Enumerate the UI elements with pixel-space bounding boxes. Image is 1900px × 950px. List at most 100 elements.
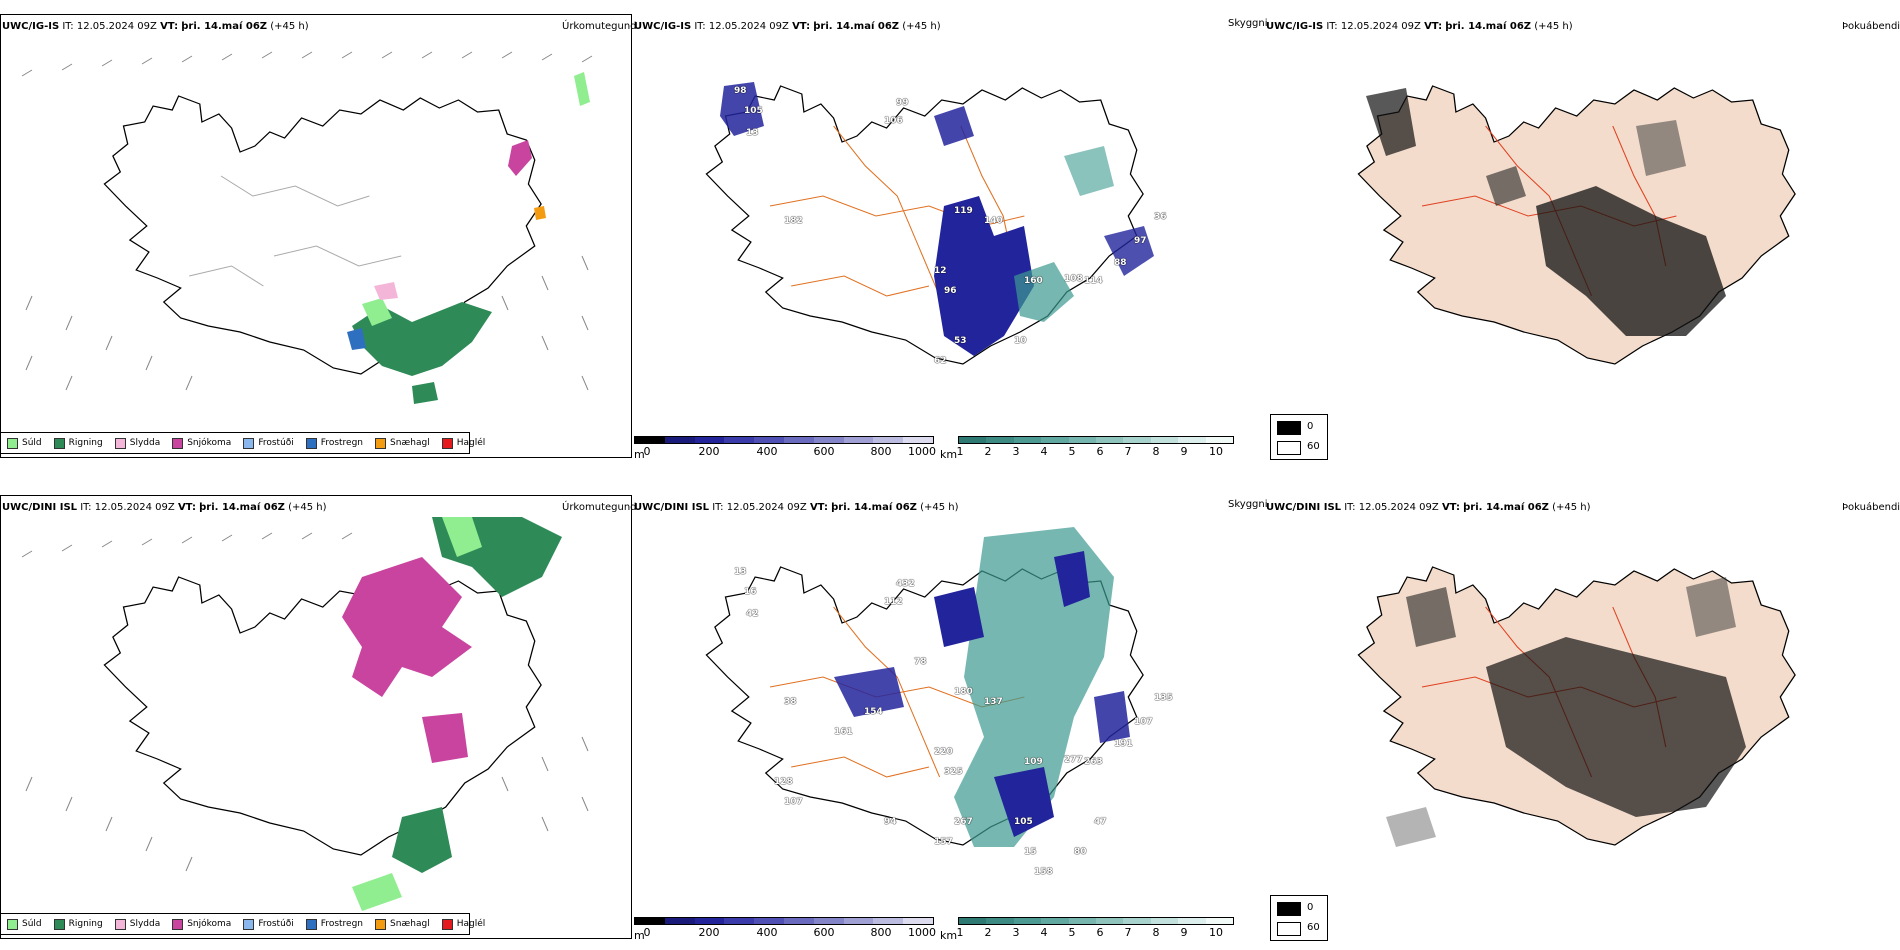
tick-label: 0 [643, 445, 651, 458]
ceiling-map [705, 82, 1154, 365]
ceiling-value-label: 267 [954, 817, 973, 827]
product-title: Úrkomutegund [562, 21, 637, 32]
ceiling-value-label: 53 [954, 336, 967, 346]
ceiling-value-label: 135 [1154, 693, 1173, 703]
ceiling-value-label: 140 [984, 216, 1003, 226]
tick-label: 1000 [908, 926, 936, 939]
vis-colorbar: 1 2 3 4 5 6 7 8 9 10 [956, 917, 1234, 939]
tick-label: 200 [698, 926, 720, 939]
legend-item: Súld [7, 918, 42, 930]
ceiling-value-label: 97 [1134, 236, 1147, 246]
ceiling-value-label: 16 [744, 587, 757, 597]
height-colorbar: 0 200 400 600 800 1000 [634, 917, 936, 939]
ceiling-value-label: 13 [746, 128, 759, 138]
legend-item: Frostregn [305, 918, 363, 930]
tick-label: 6 [1096, 926, 1104, 939]
vis-unit: km [940, 448, 958, 461]
tick-label: 2 [984, 926, 992, 939]
tick-label: 9 [1180, 926, 1188, 939]
tick-label: 800 [870, 926, 892, 939]
ceiling-value-label: 137 [984, 697, 1003, 707]
ceiling-value-label: 109 [1024, 757, 1043, 767]
fog-legend: 0 60 [1270, 895, 1328, 941]
tick-label: 6 [1096, 445, 1104, 458]
ceiling-value-label: 62 [934, 356, 947, 366]
ceiling-value-label: 105 [1014, 817, 1033, 827]
ceiling-value-label: 107 [1134, 717, 1153, 727]
ceiling-value-label: 106 [884, 116, 903, 126]
ceiling-value-label: 10 [1014, 336, 1027, 346]
height-colorbar: 0 200 400 600 800 1000 [634, 436, 936, 458]
ceiling-value-label: 47 [1094, 817, 1107, 827]
tick-label: 9 [1180, 445, 1188, 458]
tick-label: 4 [1040, 926, 1048, 939]
legend-item: Snjókoma [172, 918, 231, 930]
ceiling-value-label: 263 [1084, 757, 1103, 767]
ceiling-value-label: 80 [1074, 847, 1087, 857]
legend-item: Slydda [114, 918, 160, 930]
precip-panel-bottom: UWC/DINI ISL IT: 12.05.2024 09Z VT: þri.… [0, 495, 637, 939]
tick-label: 800 [870, 445, 892, 458]
tick-label: 400 [756, 926, 778, 939]
ceiling-value-label: 119 [954, 206, 973, 216]
tick-label: 600 [813, 926, 835, 939]
height-unit: m [634, 448, 645, 461]
ceiling-value-label: 98 [734, 86, 747, 96]
product-title: Úrkomutegund [562, 502, 637, 513]
fog-panel-bottom: UWC/DINI ISL IT: 12.05.2024 09Z VT: þri.… [1266, 495, 1900, 941]
product-title: Þokuábendi [1842, 21, 1900, 32]
legend-item: Slydda [114, 437, 160, 449]
precip-legend: Súld Rigning Slydda Snjókoma Frostúði Fr… [0, 432, 485, 454]
vis-colorbar: 1 2 3 4 5 6 7 8 9 10 [956, 436, 1234, 458]
ceiling-value-label: 38 [784, 697, 797, 707]
ceiling-value-label: 88 [1114, 258, 1127, 268]
ceiling-value-label: 220 [934, 747, 953, 757]
tick-label: 3 [1012, 926, 1020, 939]
tick-label: 5 [1068, 926, 1076, 939]
product-title: Skyggni [1228, 18, 1268, 29]
fog-panel-top: UWC/IG-IS IT: 12.05.2024 09Z VT: þri. 14… [1266, 14, 1900, 460]
ceiling-value-label: 158 [1034, 867, 1053, 877]
fog-legend: 0 60 [1270, 414, 1328, 460]
ceiling-value-label: 157 [934, 837, 953, 847]
tick-label: 8 [1152, 445, 1160, 458]
tick-label: 10 [1209, 445, 1223, 458]
ceiling-value-label: 42 [746, 609, 759, 619]
precip-map [21, 517, 589, 911]
legend-item: Frostregn [305, 437, 363, 449]
rain-area [352, 302, 492, 376]
ceiling-value-label: 78 [914, 657, 927, 667]
ceiling-value-label: 114 [1084, 276, 1103, 286]
legend-item: Snjókoma [172, 437, 231, 449]
ceiling-value-label: 36 [1154, 212, 1167, 222]
tick-label: 1 [956, 926, 964, 939]
tick-label: 600 [813, 445, 835, 458]
legend-item: Rigning [53, 437, 103, 449]
fog-map [1357, 566, 1796, 847]
legend-item: Haglél [441, 918, 485, 930]
ceiling-value-label: 108 [1064, 274, 1083, 284]
ceiling-value-label: 12 [934, 266, 947, 276]
ceiling-value-label: 94 [884, 817, 897, 827]
tick-label: 3 [1012, 445, 1020, 458]
tick-label: 2 [984, 445, 992, 458]
ceiling-value-label: 15 [1024, 847, 1037, 857]
legend-item: Súld [7, 437, 42, 449]
panel-header: UWC/DINI ISL IT: 12.05.2024 09Z VT: þri.… [2, 502, 327, 513]
precip-panel-top: UWC/IG-IS IT: 12.05.2024 09Z VT: þri. 14… [0, 14, 637, 458]
tick-label: 200 [698, 445, 720, 458]
tick-label: 7 [1124, 926, 1132, 939]
ceiling-map [705, 527, 1144, 847]
legend-item: Snæhagl [375, 918, 430, 930]
vis-unit: km [940, 929, 958, 942]
tick-label: 1000 [908, 445, 936, 458]
ceiling-value-label: 99 [896, 98, 909, 108]
legend-item: Haglél [441, 437, 485, 449]
tick-label: 1 [956, 445, 964, 458]
product-title: Þokuábendi [1842, 502, 1900, 513]
tick-label: 7 [1124, 445, 1132, 458]
tick-label: 10 [1209, 926, 1223, 939]
ceiling-value-label: 161 [834, 727, 853, 737]
legend-item: Rigning [53, 918, 103, 930]
ceiling-labels-bottom: 112 432 180 38 220 325 267 157 105 109 277 263 191 10… [634, 517, 1234, 907]
